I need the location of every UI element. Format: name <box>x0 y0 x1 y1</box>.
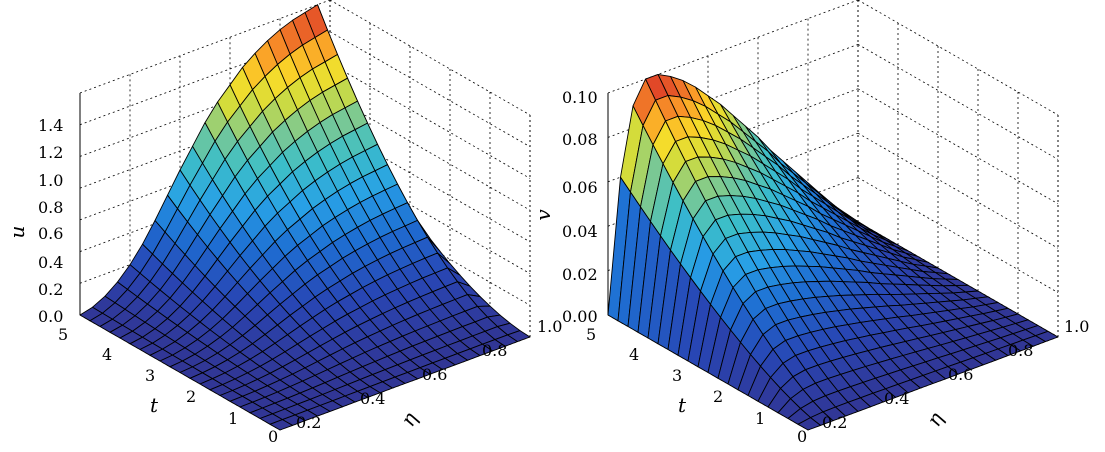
eta-tick-u-3: 0.8 <box>482 341 507 360</box>
z-tick-u-0: 0.0 <box>38 307 63 326</box>
z-tick-u-7: 1.4 <box>38 116 63 135</box>
z-tick-v-5: 0.10 <box>562 88 598 107</box>
t-tick-u-2: 2 <box>186 387 196 406</box>
t-tick-v-0: 0 <box>797 427 807 446</box>
t-tick-u-1: 1 <box>228 409 238 428</box>
eta-axis-label-v: η <box>922 408 949 430</box>
z-tick-v-3: 0.06 <box>562 178 598 197</box>
grid-line-z <box>857 44 1059 160</box>
t-tick-u-0: 0 <box>268 427 278 446</box>
t-axis-label-v: t <box>678 393 687 417</box>
t-tick-v-3: 3 <box>672 366 682 385</box>
eta-ticks-v: 0.2 0.4 0.6 0.8 1.0 <box>822 317 1089 432</box>
grid-line-z <box>857 0 1059 116</box>
z-axis-label-u: u <box>5 226 29 239</box>
surface-u <box>79 4 531 431</box>
t-tick-u-5: 5 <box>58 325 68 344</box>
surface-plot-u: 0.0 0.2 0.4 0.6 0.8 1.0 1.2 1.4 u 0 1 2 … <box>5 0 562 446</box>
t-tick-v-2: 2 <box>713 387 723 406</box>
eta-tick-v-4: 1.0 <box>1064 317 1089 336</box>
eta-tick-v-2: 0.6 <box>948 365 973 384</box>
eta-tick-u-1: 0.4 <box>360 389 385 408</box>
grid-line-z <box>329 31 531 148</box>
t-tick-v-4: 4 <box>629 345 639 364</box>
z-tick-u-6: 1.2 <box>38 143 63 162</box>
eta-tick-u-2: 0.6 <box>422 365 447 384</box>
t-axis-label-u: t <box>150 393 159 417</box>
z-tick-v-4: 0.08 <box>562 130 598 149</box>
t-ticks-u: 0 1 2 3 4 5 <box>58 325 278 446</box>
t-tick-v-1: 1 <box>755 409 765 428</box>
z-tick-v-1: 0.02 <box>562 265 598 284</box>
z-tick-u-2: 0.4 <box>38 253 63 272</box>
eta-tick-u-4: 1.0 <box>537 317 562 336</box>
z-tick-u-3: 0.6 <box>38 224 63 243</box>
eta-tick-v-3: 0.8 <box>1008 341 1033 360</box>
grid-line-z <box>329 94 531 211</box>
z-tick-u-4: 0.8 <box>38 198 63 217</box>
grid-line-z <box>329 126 531 243</box>
eta-ticks-u: 0.2 0.4 0.6 0.8 1.0 <box>296 317 562 432</box>
grid-line-z <box>857 132 1059 249</box>
z-ticks-v: 0.00 0.02 0.04 0.06 0.08 0.10 <box>562 88 598 326</box>
grid-line-z <box>857 88 1059 205</box>
surface-v <box>607 73 1059 431</box>
z-tick-u-5: 1.0 <box>38 171 63 190</box>
grid-line-z <box>329 158 531 274</box>
grid-line-z <box>329 63 531 179</box>
z-tick-v-2: 0.04 <box>562 222 598 241</box>
t-tick-u-4: 4 <box>102 345 112 364</box>
surface-plot-v: 0.00 0.02 0.04 0.06 0.08 0.10 v 0 1 2 3 … <box>531 0 1089 446</box>
eta-axis-label-u: η <box>396 408 423 430</box>
t-ticks-v: 0 1 2 3 4 5 <box>586 325 807 446</box>
t-tick-v-5: 5 <box>586 325 596 344</box>
t-tick-u-3: 3 <box>145 366 155 385</box>
eta-tick-u-0: 0.2 <box>296 413 321 432</box>
grid-line-z <box>857 177 1059 293</box>
z-tick-v-0: 0.00 <box>562 307 598 326</box>
eta-tick-v-0: 0.2 <box>822 413 847 432</box>
grid-line-z <box>329 0 531 116</box>
z-axis-label-v: v <box>531 209 555 221</box>
z-ticks-u: 0.0 0.2 0.4 0.6 0.8 1.0 1.2 1.4 <box>38 116 63 326</box>
surface-facet <box>797 417 821 431</box>
z-tick-u-1: 0.2 <box>38 280 63 299</box>
eta-tick-v-1: 0.4 <box>884 389 909 408</box>
surface-facet <box>269 419 293 431</box>
